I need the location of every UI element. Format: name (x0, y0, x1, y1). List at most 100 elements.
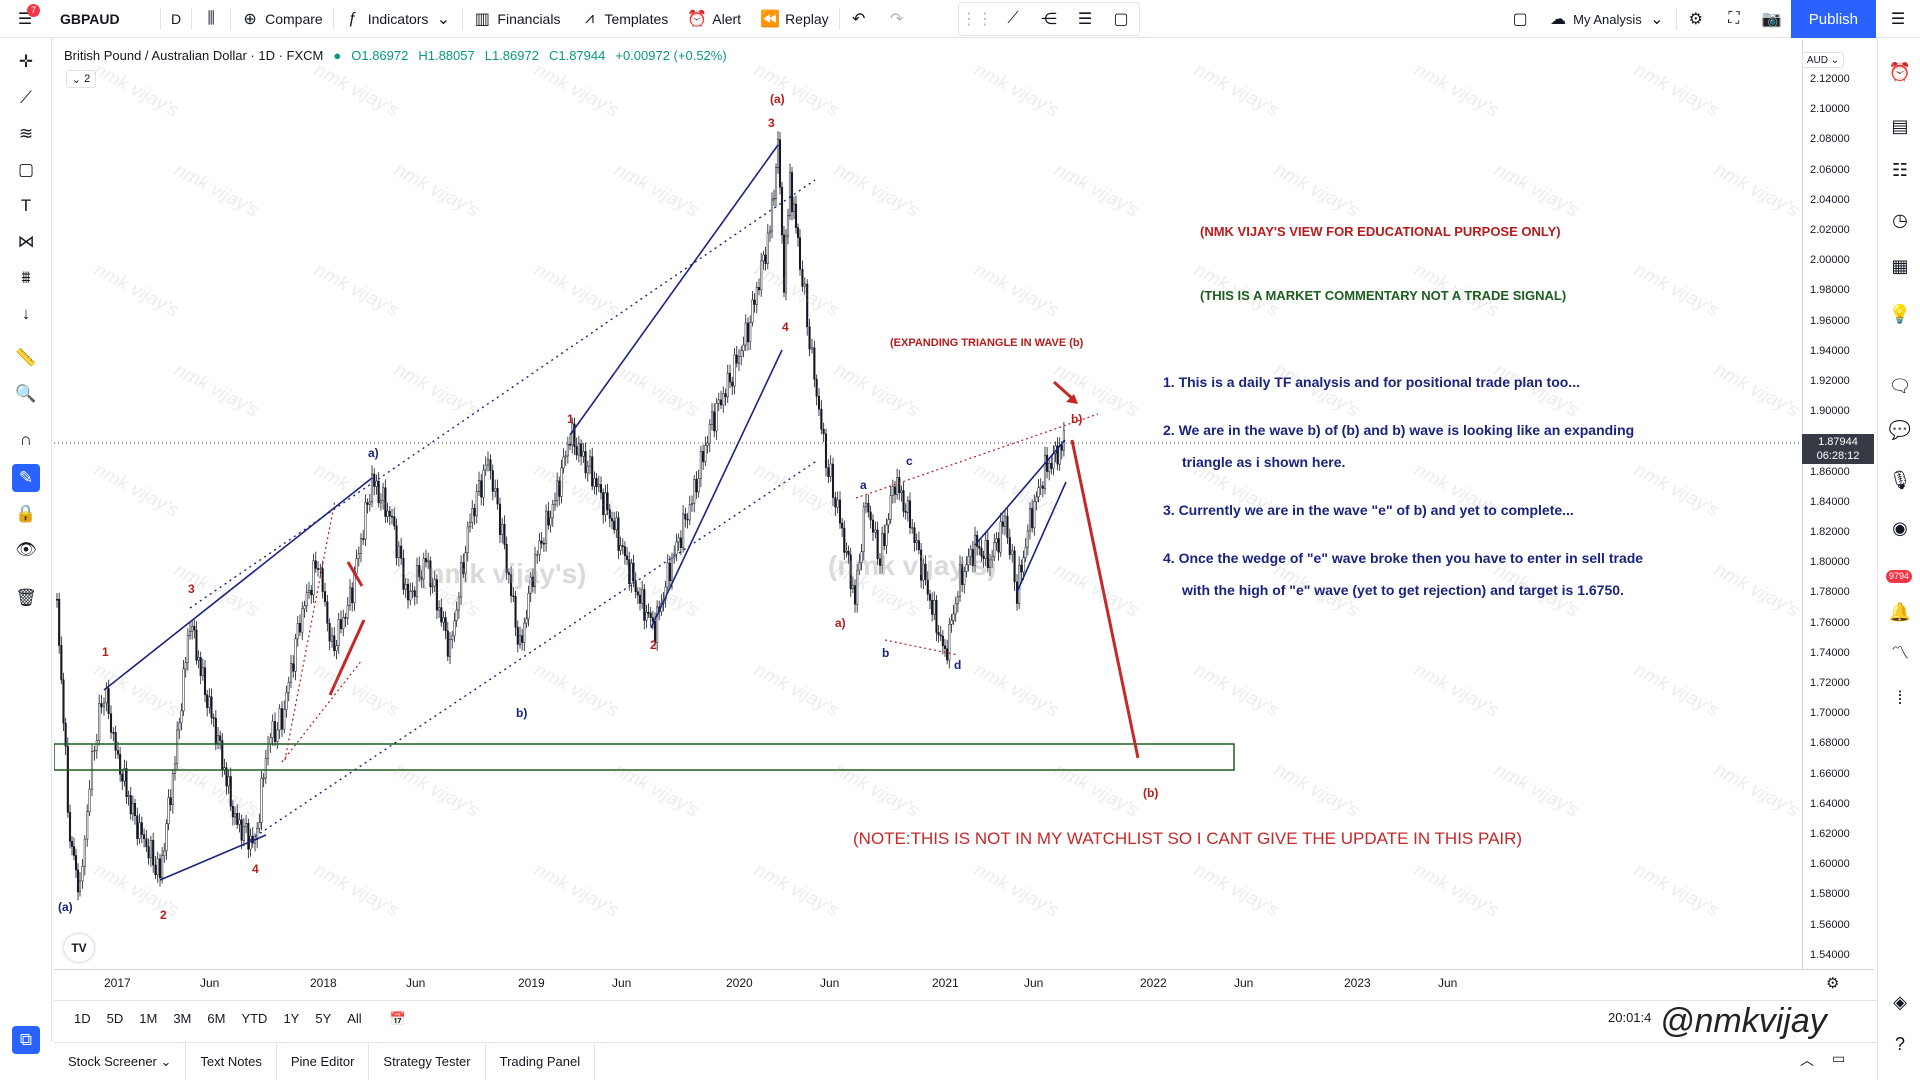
shapes-tool[interactable]: ▢ (12, 156, 40, 184)
trend-line-icon[interactable]: ⟋ (1007, 10, 1019, 27)
candle-body (418, 565, 421, 578)
range-1y[interactable]: 1Y (283, 1011, 300, 1026)
tab-text-notes[interactable]: Text Notes (186, 1042, 277, 1080)
symbol-search-button[interactable]: GBPAUD (60, 10, 120, 27)
chart-type-button[interactable]: ⫼ (192, 0, 230, 38)
range-3m[interactable]: 3M (173, 1011, 192, 1026)
prediction-tool[interactable]: ⩩ (12, 264, 40, 292)
range-5y[interactable]: 5Y (315, 1011, 332, 1026)
calendar-button[interactable]: ▦ (1886, 252, 1914, 280)
select-layout-button[interactable]: ▢ (1501, 0, 1539, 38)
chats-button[interactable]: 🗨 (1886, 372, 1914, 400)
price-axis[interactable] (1802, 40, 1874, 969)
currency-selector[interactable]: AUD ⌄ (1802, 52, 1844, 68)
range-5d[interactable]: 5D (106, 1011, 124, 1026)
settings-button[interactable]: ⚙ (1677, 0, 1715, 38)
collapse-panel-button[interactable]: ︿ (1800, 1050, 1814, 1070)
range-all[interactable]: All (347, 1011, 362, 1026)
candle-body (933, 599, 936, 615)
history-button[interactable]: ◷ (1886, 206, 1914, 234)
candle-body (746, 322, 750, 343)
time-axis[interactable] (54, 969, 1874, 997)
trading-button[interactable]: 〽 (1886, 638, 1914, 666)
candle-body (595, 478, 598, 487)
main-menu-button[interactable]: ☰ 7 (0, 0, 50, 38)
templates-button[interactable]: ⩘ Templates (570, 0, 678, 38)
help-button[interactable]: ? (1886, 1030, 1914, 1058)
data-window-button[interactable]: ▤ (1886, 112, 1914, 140)
pitchfork-icon[interactable]: ⋲ (1041, 11, 1057, 28)
tab-pine-editor[interactable]: Pine Editor (277, 1042, 370, 1080)
wave-label-c-small: c (906, 454, 913, 468)
measure-tool[interactable]: 📏 (12, 344, 40, 372)
candle-body (312, 560, 315, 596)
financials-button[interactable]: ▥ Financials (463, 0, 570, 38)
legend-title[interactable]: British Pound / Australian Dollar · 1D ·… (64, 48, 324, 63)
redo-button[interactable]: ↷ (878, 0, 916, 38)
replay-button[interactable]: ⏪ Replay (751, 0, 839, 38)
watchlist-toggle-button[interactable]: ☰ (1876, 0, 1920, 38)
tab-trading-panel[interactable]: Trading Panel (486, 1042, 596, 1080)
range-1m[interactable]: 1M (139, 1011, 158, 1026)
stay-in-drawing-tool[interactable]: ✎ (12, 464, 40, 492)
fullscreen-button[interactable]: ⛶ (1715, 0, 1753, 38)
undo-button[interactable]: ↶ (840, 0, 878, 38)
zoom-tool[interactable]: 🔍 (12, 380, 40, 408)
ideas-button[interactable]: 💡 (1886, 300, 1914, 328)
compare-button[interactable]: ⊕ Compare (231, 0, 333, 38)
trend-line-tool[interactable]: ⟋ (12, 84, 40, 112)
bell-icon: 🔔 (1888, 601, 1912, 622)
time-label: Jun (200, 976, 220, 990)
text-icon: T (20, 196, 32, 215)
bottom-panel-tabs: Stock Screener ⌄ Text Notes Pine Editor … (54, 1042, 1877, 1080)
layers-button[interactable]: ◈ (1886, 988, 1914, 1016)
candle-body (171, 773, 174, 805)
notifications-button[interactable]: 🔔 (1886, 598, 1914, 626)
crosshair-tool[interactable]: ✛ (12, 48, 40, 76)
streams-button[interactable]: 🎙 (1886, 466, 1914, 494)
range-6m[interactable]: 6M (207, 1011, 226, 1026)
chevron-down-icon[interactable]: ⌄ (436, 10, 451, 28)
hide-drawings-tool[interactable]: 👁 (12, 536, 40, 564)
candle-body (946, 648, 949, 661)
wave-label-1: 1 (102, 645, 109, 659)
candle-body (788, 172, 792, 216)
hotlist-button[interactable]: ☷ (1886, 156, 1914, 184)
alert-button[interactable]: ⏰ Alert (678, 0, 751, 38)
tradingview-logo[interactable]: TV (64, 934, 94, 962)
candle-body (1033, 501, 1036, 529)
indicators-button[interactable]: ƒ Indicators ⌄ (334, 0, 463, 38)
tab-strategy-tester[interactable]: Strategy Tester (369, 1042, 486, 1080)
layout-menu-button[interactable]: ☁ My Analysis ⌄ (1539, 0, 1676, 38)
fib-retracement-icon[interactable]: ☰ (1077, 11, 1093, 28)
text-tool[interactable]: T (12, 192, 40, 220)
broadcast-button[interactable]: ◉ (1886, 514, 1914, 542)
patterns-tool[interactable]: ⋈ (12, 228, 40, 256)
candle-body (849, 554, 852, 590)
price-chart-canvas[interactable] (54, 40, 1874, 1000)
interval-button[interactable]: D (171, 10, 182, 27)
session-clock[interactable]: 20:01:4 (1608, 1010, 1652, 1025)
fib-tool[interactable]: ≋ (12, 120, 40, 148)
arrow-tool[interactable]: ↓ (12, 300, 40, 328)
maximize-panel-button[interactable]: ▭ (1832, 1050, 1845, 1067)
publish-button[interactable]: Publish (1790, 0, 1876, 38)
lock-drawings-tool[interactable]: 🔒 (12, 500, 40, 528)
rectangle-icon[interactable]: ▢ (1113, 11, 1129, 28)
snapshot-button[interactable]: 📷 (1753, 0, 1791, 38)
range-ytd[interactable]: YTD (241, 1011, 268, 1026)
go-to-date-button[interactable]: 📅 (382, 1011, 414, 1027)
remove-drawings-tool[interactable]: 🗑 (12, 584, 40, 612)
tab-stock-screener[interactable]: Stock Screener ⌄ (54, 1042, 187, 1080)
candle-body (588, 456, 592, 467)
range-1d[interactable]: 1D (74, 1011, 91, 1026)
messages-button[interactable]: 💬 (1886, 416, 1914, 444)
candle-body (74, 855, 78, 871)
object-tree-tool[interactable]: ⧉ (12, 1026, 40, 1054)
indicator-legend-toggle[interactable]: ⌄ 2 (66, 70, 96, 88)
axis-settings-button[interactable]: ⚙ (1826, 974, 1839, 992)
drag-handle-icon[interactable]: ⋮⋮ (961, 11, 993, 28)
alarm-button[interactable]: ⏰ (1886, 58, 1914, 86)
magnet-tool[interactable]: ∩ (12, 426, 40, 454)
order-panel-button[interactable]: ⁞ (1886, 684, 1914, 712)
